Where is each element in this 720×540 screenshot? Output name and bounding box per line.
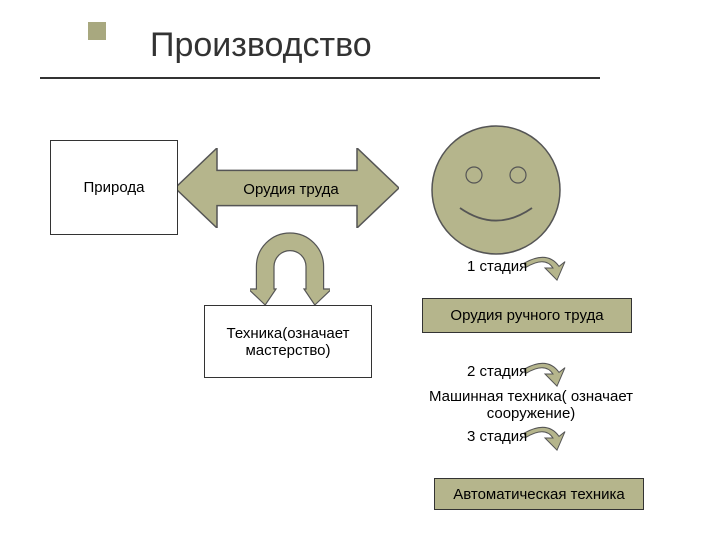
box-manual-label: Орудия ручного труда — [450, 307, 603, 324]
loop-arrow-shape — [250, 227, 330, 307]
stage3-label: 3 стадия — [467, 428, 527, 445]
box-tools-label: Орудия труда — [243, 181, 338, 198]
box-auto-label: Автоматическая техника — [453, 486, 625, 503]
smiley-face — [426, 120, 566, 260]
title-underline — [40, 77, 600, 79]
page-title: Производство — [150, 26, 372, 65]
box-technique-label: Техника(означает мастерство) — [209, 325, 367, 359]
box-tools: Орудия труда — [216, 176, 366, 202]
accent-square — [88, 22, 106, 40]
stage1-label: 1 стадия — [467, 258, 527, 275]
box-machine-label: Машинная техника( означает сооружение) — [412, 388, 650, 422]
box-machine: Машинная техника( означает сооружение) — [408, 385, 654, 425]
curved-arrow-stage1 — [520, 252, 570, 284]
box-nature-label: Природа — [84, 179, 145, 196]
box-technique: Техника(означает мастерство) — [204, 305, 372, 378]
box-nature: Природа — [50, 140, 178, 235]
stage2-label: 2 стадия — [467, 363, 527, 380]
box-manual: Орудия ручного труда — [422, 298, 632, 333]
box-auto: Автоматическая техника — [434, 478, 644, 510]
curved-arrow-stage3 — [520, 422, 570, 454]
